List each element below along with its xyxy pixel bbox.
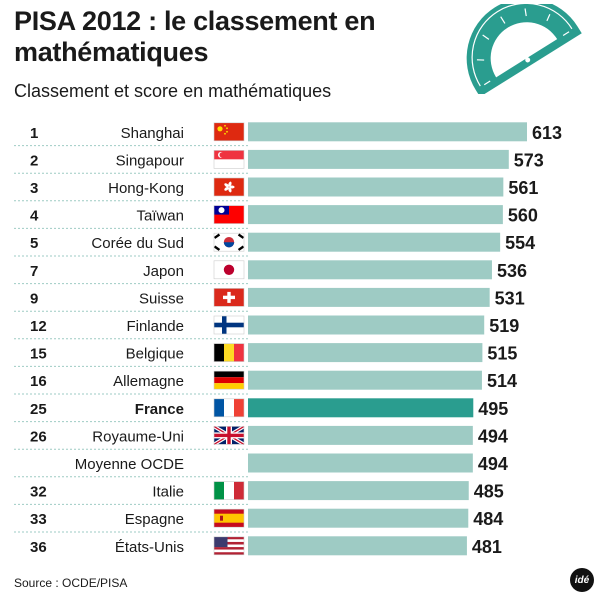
bar <box>248 453 473 473</box>
bar <box>248 536 467 556</box>
finland-flag-icon <box>213 315 245 335</box>
country-label: Singapour <box>116 152 184 169</box>
switzerland-flag-icon <box>213 288 245 307</box>
bar <box>248 205 503 225</box>
singapore-flag-icon <box>213 150 245 169</box>
value-label: 536 <box>497 261 527 281</box>
value-label: 485 <box>474 482 504 502</box>
rank-label: 15 <box>30 346 47 363</box>
spain-flag-icon <box>213 508 245 528</box>
country-label: Allemagne <box>113 373 184 390</box>
chart-title: PISA 2012 : le classement en mathématiqu… <box>14 6 376 67</box>
bar <box>248 122 527 142</box>
bar <box>248 508 469 528</box>
country-label: Corée du Sud <box>91 235 184 252</box>
rank-label: 7 <box>30 263 38 280</box>
rank-label: 25 <box>30 401 47 418</box>
country-label: Moyenne OCDE <box>75 456 184 473</box>
country-label: Italie <box>152 484 184 501</box>
bar <box>248 149 509 169</box>
rank-label: 2 <box>30 152 38 169</box>
chart-subtitle: Classement et score en mathématiques <box>14 81 332 101</box>
value-label: 494 <box>478 426 508 446</box>
value-label: 554 <box>505 233 535 253</box>
country-label: Royaume-Uni <box>92 428 184 445</box>
rank-label: 32 <box>30 484 47 501</box>
country-label: Belgique <box>126 346 184 363</box>
south-korea-flag-icon <box>213 232 245 252</box>
bar <box>248 260 492 280</box>
taiwan-flag-icon <box>213 205 245 224</box>
bar <box>248 398 474 418</box>
country-label: Hong-Kong <box>108 180 184 197</box>
rank-label: 3 <box>30 180 38 197</box>
bar <box>248 315 485 335</box>
rank-label: 16 <box>30 373 47 390</box>
bar <box>248 425 473 445</box>
publisher-logo: idé <box>570 568 594 592</box>
country-label: Espagne <box>125 511 184 528</box>
rank-label: 12 <box>30 318 47 335</box>
bar <box>248 343 483 363</box>
hong-kong-flag-icon <box>213 177 245 197</box>
rank-label: 33 <box>30 511 47 528</box>
value-label: 514 <box>487 371 517 391</box>
value-label: 561 <box>508 178 538 198</box>
country-label: Taïwan <box>136 208 184 225</box>
usa-flag-icon <box>213 536 245 556</box>
country-label: Shanghai <box>121 125 184 142</box>
country-label: France <box>135 401 184 418</box>
value-label: 613 <box>532 123 562 143</box>
value-label: 481 <box>472 537 502 557</box>
value-label: 494 <box>478 454 508 474</box>
china-flag-icon <box>213 122 245 142</box>
bar <box>248 370 482 390</box>
value-label: 515 <box>487 344 517 364</box>
value-label: 484 <box>473 509 503 529</box>
bar <box>248 177 504 197</box>
rank-label: 4 <box>30 208 39 225</box>
value-label: 519 <box>489 316 519 336</box>
value-label: 573 <box>514 150 544 170</box>
rank-label: 9 <box>30 290 38 307</box>
value-label: 560 <box>508 206 538 226</box>
value-label: 531 <box>495 288 525 308</box>
germany-flag-icon <box>213 370 245 390</box>
bar <box>248 287 490 307</box>
rank-label: 26 <box>30 428 47 445</box>
source-note: Source : OCDE/PISA <box>14 576 128 590</box>
rank-label: 5 <box>30 235 38 252</box>
protractor-icon <box>466 4 582 94</box>
bar <box>248 481 469 501</box>
country-label: États-Unis <box>115 539 184 556</box>
value-label: 495 <box>478 399 508 419</box>
bar <box>248 232 501 252</box>
belgium-flag-icon <box>213 343 245 362</box>
japan-flag-icon <box>213 260 245 280</box>
france-flag-icon <box>213 398 245 418</box>
country-label: Finlande <box>126 318 184 335</box>
country-label: Suisse <box>139 290 184 307</box>
rank-label: 1 <box>30 125 38 142</box>
uk-flag-icon <box>213 424 245 446</box>
country-label: Japon <box>143 263 184 280</box>
italy-flag-icon <box>213 481 245 500</box>
rank-label: 36 <box>30 539 47 556</box>
